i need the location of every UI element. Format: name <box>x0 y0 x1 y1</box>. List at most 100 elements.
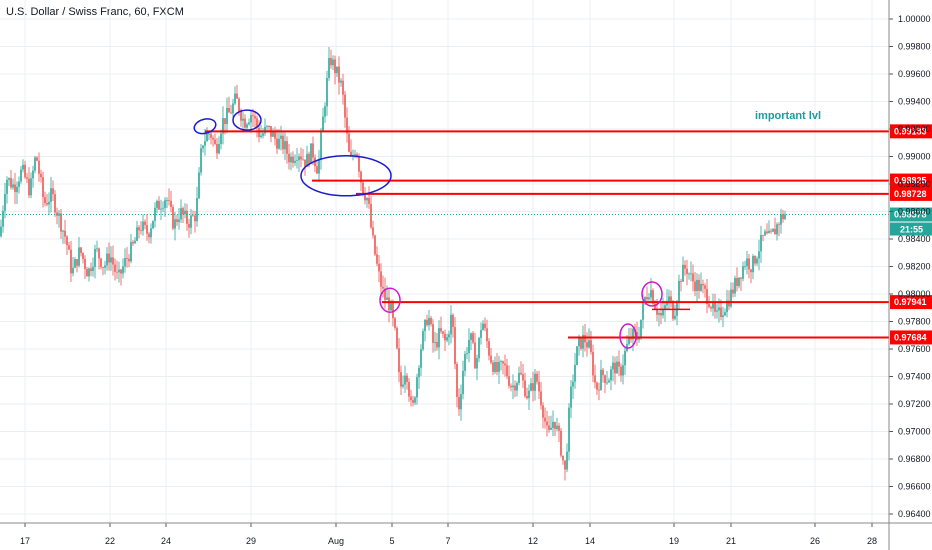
tick-label-x: 22 <box>105 536 115 546</box>
tick-label-x: 14 <box>585 536 595 546</box>
candle-body <box>274 132 276 139</box>
candle-body <box>250 115 252 123</box>
candle-body <box>110 257 112 263</box>
candle-body <box>632 328 634 340</box>
candle-body <box>428 317 430 326</box>
time-axis: 17 22 24 29 Aug 5 7 12 14 19 21 26 28 <box>0 522 932 546</box>
candle-body <box>118 269 120 273</box>
candle-body <box>322 116 324 132</box>
candle-body <box>208 133 210 135</box>
candle-body <box>640 319 642 338</box>
candle-body <box>732 289 734 294</box>
tick-label-y: 0.99600 <box>898 69 931 79</box>
candle-body <box>480 330 482 338</box>
candle-body <box>62 230 64 232</box>
candle-body <box>210 133 212 138</box>
candle-body <box>500 361 502 363</box>
tick-label-y: 0.99400 <box>898 97 931 107</box>
candle-body <box>18 181 20 187</box>
candle-body <box>648 297 650 300</box>
candle-body <box>72 267 74 274</box>
candle-body <box>604 375 606 384</box>
tick-label-y: 0.96800 <box>898 454 931 464</box>
candle-body <box>448 334 450 338</box>
candle-body <box>106 253 108 266</box>
candle-body <box>586 342 588 348</box>
candle-body <box>462 370 464 395</box>
candle-body <box>558 425 560 431</box>
candle-body <box>608 380 610 383</box>
magenta-circle-mark <box>379 287 401 313</box>
candle-body <box>168 200 170 201</box>
candle-body <box>772 228 774 232</box>
candle-body <box>574 364 576 382</box>
candle-body <box>588 340 590 348</box>
candle-body <box>128 258 130 262</box>
candle-body <box>614 362 616 374</box>
candle-body <box>638 337 640 340</box>
candle-body <box>310 143 312 164</box>
candle-body <box>220 133 222 145</box>
candle-body <box>354 154 356 156</box>
tick-label-y: 0.99200 <box>898 124 931 134</box>
candle-body <box>40 173 42 178</box>
candle-body <box>146 224 148 234</box>
candle-body <box>276 138 278 149</box>
candle-body <box>762 235 764 236</box>
candle-body <box>564 460 566 470</box>
tick-label-y: 0.98800 <box>898 179 931 189</box>
candle-body <box>2 210 4 227</box>
candle-body <box>36 157 38 161</box>
candle-body <box>366 198 368 201</box>
countdown-tag <box>890 222 932 236</box>
candle-body <box>122 266 124 274</box>
candle-body <box>476 358 478 369</box>
candle-body <box>506 365 508 377</box>
candle-body <box>126 258 128 259</box>
candle-body <box>660 313 662 316</box>
tick-label-x: 12 <box>528 536 538 546</box>
candle-body <box>42 177 44 198</box>
candle-body <box>750 269 752 273</box>
candle-body <box>176 219 178 223</box>
candle-body <box>356 154 358 157</box>
candle-body <box>702 283 704 286</box>
candle-body <box>568 407 570 452</box>
candle-body <box>464 353 466 371</box>
candle-body <box>78 247 80 266</box>
candle-body <box>10 178 12 188</box>
level-price-label: 0.99183 <box>894 126 927 136</box>
candle-body <box>54 194 56 213</box>
candle-body <box>292 156 294 163</box>
candle-body <box>694 281 696 291</box>
candle-body <box>380 271 382 287</box>
candle-body <box>258 127 260 137</box>
candle-body <box>268 126 270 127</box>
candle-body <box>474 342 476 369</box>
candle-body <box>318 158 320 174</box>
candle-body <box>420 349 422 368</box>
tick-label-y: 0.98000 <box>898 289 931 299</box>
tick-label-y: 0.99000 <box>898 152 931 162</box>
candle-body <box>618 361 620 367</box>
candle-body <box>142 221 144 231</box>
candle-body <box>98 248 100 259</box>
candle-body <box>342 80 344 95</box>
candle-body <box>652 290 654 304</box>
candle-body <box>278 138 280 149</box>
candle-body <box>32 170 34 179</box>
candle-body <box>592 351 594 376</box>
candle-body <box>308 153 310 164</box>
candle-body <box>148 233 150 238</box>
candle-body <box>780 214 782 225</box>
tick-label-x: 19 <box>669 536 679 546</box>
candle-body <box>312 143 314 158</box>
candle-body <box>74 259 76 268</box>
annotation-marks: important lvl <box>193 109 821 349</box>
candle-body <box>34 157 36 171</box>
candle-body <box>656 309 658 315</box>
candle-body <box>534 373 536 391</box>
candle-body <box>554 421 556 429</box>
candle-body <box>572 381 574 387</box>
